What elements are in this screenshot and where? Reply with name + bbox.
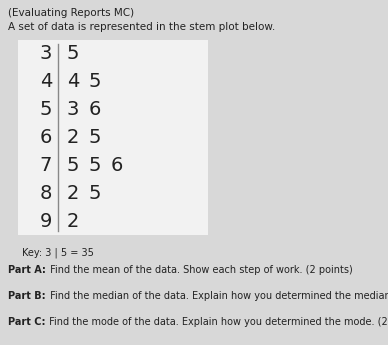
Text: Part A:: Part A: [8, 265, 46, 275]
Text: 9: 9 [40, 211, 52, 230]
Text: 2: 2 [67, 184, 79, 203]
Text: 6: 6 [89, 100, 101, 119]
Text: (Evaluating Reports MC): (Evaluating Reports MC) [8, 8, 134, 18]
Text: Part B:: Part B: [8, 291, 46, 301]
Text: Find the median of the data. Explain how you determined the median. (2 points): Find the median of the data. Explain how… [47, 291, 388, 301]
Text: 5: 5 [67, 156, 79, 175]
FancyBboxPatch shape [18, 40, 208, 235]
Text: A set of data is represented in the stem plot below.: A set of data is represented in the stem… [8, 22, 275, 32]
Text: 5: 5 [67, 45, 79, 63]
Text: Key: 3 | 5 = 35: Key: 3 | 5 = 35 [22, 247, 94, 257]
Text: 2: 2 [67, 211, 79, 230]
Text: 6: 6 [40, 128, 52, 147]
Text: 3: 3 [40, 45, 52, 63]
Text: Find the mean of the data. Show each step of work. (2 points): Find the mean of the data. Show each ste… [47, 265, 353, 275]
Text: 7: 7 [40, 156, 52, 175]
Text: Find the mode of the data. Explain how you determined the mode. (2 points): Find the mode of the data. Explain how y… [47, 317, 388, 327]
Text: 8: 8 [40, 184, 52, 203]
Text: 4: 4 [67, 72, 79, 91]
Text: 5: 5 [89, 184, 101, 203]
Text: 5: 5 [40, 100, 52, 119]
Text: 4: 4 [40, 72, 52, 91]
Text: 5: 5 [89, 72, 101, 91]
Text: Part C:: Part C: [8, 317, 45, 327]
Text: 3: 3 [67, 100, 79, 119]
Text: 5: 5 [89, 156, 101, 175]
Text: 2: 2 [67, 128, 79, 147]
Text: 6: 6 [111, 156, 123, 175]
Text: 5: 5 [89, 128, 101, 147]
